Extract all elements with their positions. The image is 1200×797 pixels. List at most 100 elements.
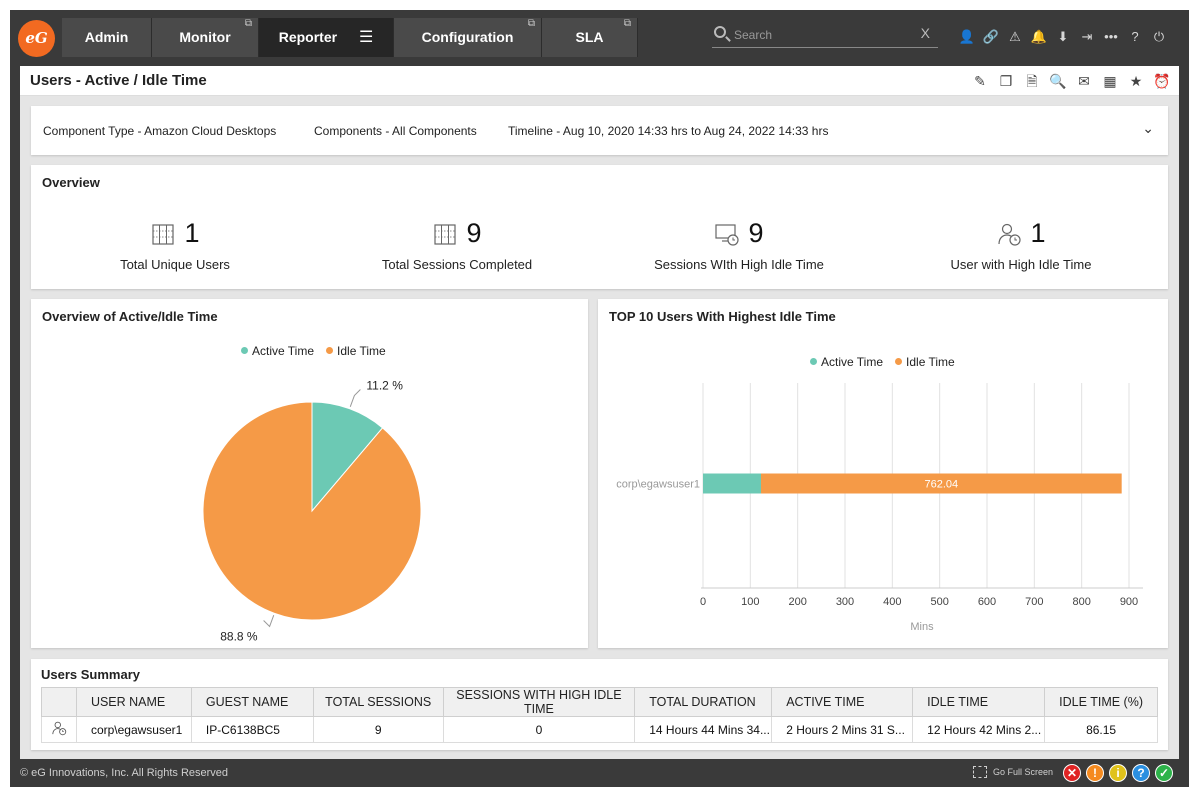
minor-icon[interactable]: i [1109, 764, 1127, 782]
normal-icon[interactable]: ✓ [1155, 764, 1173, 782]
user-icon[interactable]: 👤 [958, 29, 976, 44]
column-header[interactable]: IDLE TIME (%) [1044, 687, 1158, 717]
app-frame: eG Admin Monitor ⧉ Reporter ☰ Configurat… [10, 10, 1189, 787]
column-header[interactable]: IDLE TIME [912, 687, 1046, 717]
pie-slice-active[interactable] [311, 401, 384, 513]
stat-total-sessions: 9 Total Sessions Completed [315, 213, 599, 272]
bell-icon[interactable]: 🔔 [1030, 29, 1048, 44]
x-tick-label: 0 [700, 596, 706, 608]
tab-sla[interactable]: SLA ⧉ [542, 18, 638, 57]
legend-item-idle[interactable]: Idle Time [895, 355, 955, 369]
pie-data-label: 88.8 % [220, 629, 258, 643]
pie-data-label: 11.2 % [366, 379, 403, 393]
copy-report-icon[interactable]: ❐ [999, 73, 1013, 89]
page-title: Users - Active / Idle Time [30, 72, 207, 89]
go-full-screen-button[interactable]: Go Full Screen [973, 766, 1053, 778]
x-tick-label: 100 [741, 596, 759, 608]
stat-label: User with High Idle Time [950, 257, 1092, 272]
column-header[interactable]: SESSIONS WITH HIGH IDLE TIME [442, 687, 636, 717]
pie-slice-idle[interactable] [202, 401, 422, 621]
tab-reporter-label: Reporter [278, 29, 338, 45]
column-header[interactable]: USER NAME [75, 687, 192, 717]
stat-value[interactable]: 1 [1030, 218, 1046, 248]
mail-icon[interactable]: ✉ [1078, 73, 1090, 89]
external-link-icon: ⧉ [244, 18, 252, 29]
power-icon[interactable]: ⏻ [1153, 29, 1165, 44]
cell-user-name: corp\egawsuser1 [75, 716, 192, 743]
users-summary-panel: Users Summary USER NAME GUEST NAME TOTAL… [31, 659, 1168, 750]
column-header[interactable]: ACTIVE TIME [771, 687, 914, 717]
bar-segment-idle[interactable] [760, 473, 1122, 494]
fullscreen-label: Go Full Screen [993, 767, 1054, 777]
cell-total-sessions: 9 [312, 716, 444, 743]
legend-item-active[interactable]: Active Time [810, 355, 883, 369]
legend-item-active[interactable]: Active Time [241, 344, 314, 358]
summary-title: Users Summary [41, 667, 140, 682]
cell-active-time: 2 Hours 2 Mins 31 S... [771, 716, 914, 743]
tab-reporter[interactable]: Reporter ☰ [259, 18, 394, 57]
timeline-filter: Timeline - Aug 10, 2020 14:33 hrs to Aug… [508, 124, 829, 138]
download-icon[interactable]: ⬇ [1057, 29, 1069, 44]
bar-chart-title: TOP 10 Users With Highest Idle Time [609, 309, 836, 324]
alarm-status-icons: ✕! i? ✓ [1063, 764, 1173, 782]
legend-dot [810, 358, 817, 365]
external-link-icon: ⧉ [527, 18, 535, 29]
overview-title: Overview [42, 175, 100, 190]
alarm-icon[interactable]: ⏰ [1153, 73, 1171, 89]
y-category-label: corp\egawsuser1 [616, 479, 700, 491]
excel-icon[interactable]: ▦ [1103, 73, 1117, 89]
components-filter: Components - All Components [314, 124, 477, 138]
logout-icon[interactable]: ⇥ [1081, 29, 1093, 44]
user-clock-icon [52, 721, 67, 736]
tab-admin-label: Admin [84, 29, 129, 45]
stat-value[interactable]: 1 [184, 218, 200, 248]
stat-value[interactable]: 9 [466, 218, 482, 248]
tab-admin[interactable]: Admin [62, 18, 152, 57]
bar-chart: 0 100 200 300 400 500 600 700 800 900 Mins corp\ega… [616, 383, 1143, 633]
footer: © eG Innovations, Inc. All Rights Reserv… [10, 759, 1189, 787]
search-box: X [712, 24, 938, 48]
cell-idle-time: 12 Hours 42 Mins 2... [912, 716, 1046, 743]
legend-label: Active Time [252, 344, 315, 358]
stat-sessions-high-idle: 9 Sessions WIth High Idle Time [597, 213, 881, 272]
table-row[interactable]: corp\egawsuser1 IP-C6138BC5 9 0 14 Hours… [41, 716, 1158, 743]
column-header[interactable]: GUEST NAME [190, 687, 314, 717]
legend-dot [241, 347, 248, 354]
column-header-icon [41, 687, 77, 717]
critical-icon[interactable]: ✕ [1063, 764, 1081, 782]
table-header-row: USER NAME GUEST NAME TOTAL SESSIONS SESS… [41, 687, 1158, 717]
tab-monitor[interactable]: Monitor ⧉ [152, 18, 259, 57]
chevron-down-icon[interactable]: ⌄ [1142, 120, 1154, 136]
alert-triangle-icon[interactable]: ⚠ [1009, 29, 1021, 44]
help-icon[interactable]: ? [1131, 29, 1139, 44]
pie-label-leader [263, 615, 275, 628]
top-nav: eG Admin Monitor ⧉ Reporter ☰ Configurat… [10, 10, 1189, 66]
link-icon[interactable]: 🔗 [982, 29, 1000, 44]
more-icon[interactable]: ••• [1104, 29, 1118, 44]
pdf-icon[interactable]: 🗎 [1026, 73, 1038, 89]
x-tick-label: 800 [1072, 596, 1090, 608]
stat-label: Sessions WIth High Idle Time [654, 257, 824, 272]
menu-icon[interactable]: ☰ [358, 29, 374, 46]
x-tick-label: 700 [1025, 596, 1043, 608]
cell-idle-percent: 86.15 [1044, 716, 1158, 743]
search-input[interactable] [734, 26, 914, 44]
legend-item-idle[interactable]: Idle Time [326, 344, 386, 358]
star-icon[interactable]: ★ [1129, 73, 1143, 89]
stat-user-high-idle: 1 User with High Idle Time [879, 213, 1163, 272]
tab-configuration[interactable]: Configuration ⧉ [394, 18, 542, 57]
overview-panel: Overview 1 Total Unique Users [31, 165, 1168, 289]
clear-search-icon[interactable]: X [920, 25, 930, 41]
bar-segment-active[interactable] [703, 473, 761, 494]
major-icon[interactable]: ! [1086, 764, 1104, 782]
unknown-icon[interactable]: ? [1132, 764, 1150, 782]
report-edit-icon[interactable]: ✎ [974, 73, 986, 89]
column-header[interactable]: TOTAL DURATION [634, 687, 773, 717]
column-header[interactable]: TOTAL SESSIONS [312, 687, 444, 717]
monitor-clock-icon [715, 224, 740, 246]
search-doc-icon[interactable]: 🔍 [1049, 73, 1067, 89]
stat-unique-users: 1 Total Unique Users [33, 213, 317, 272]
eg-logo[interactable]: eG [18, 20, 55, 57]
sessions-grid-icon [434, 224, 457, 245]
stat-value[interactable]: 9 [748, 218, 764, 248]
